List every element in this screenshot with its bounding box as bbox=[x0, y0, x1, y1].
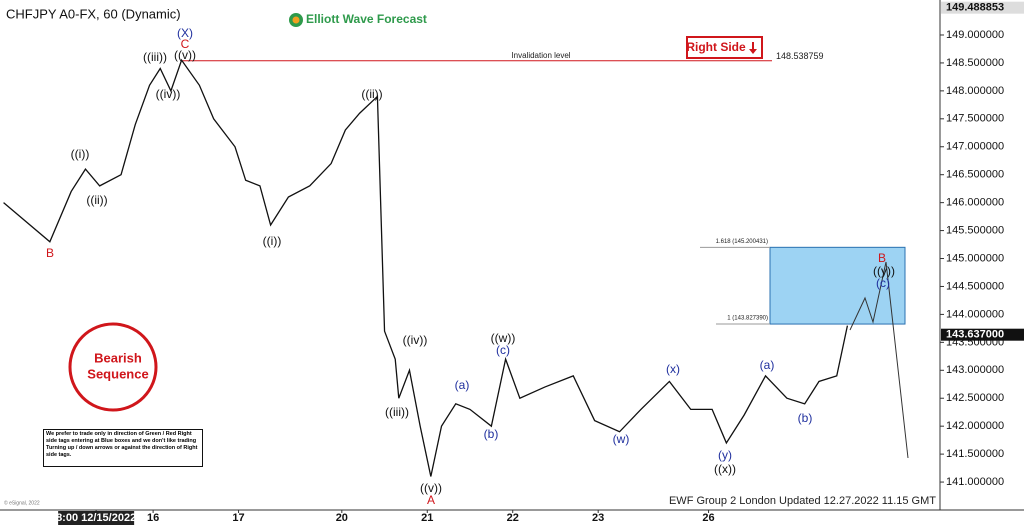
y-tick-label: 147.000000 bbox=[946, 141, 1004, 153]
price-marker: 143.637000 bbox=[946, 329, 1004, 341]
y-tick-label: 144.000000 bbox=[946, 308, 1004, 320]
price-line bbox=[3, 58, 849, 477]
invalidation-label: Invalidation level bbox=[511, 51, 570, 60]
disclaimer: We prefer to trade only in direction of … bbox=[43, 429, 203, 467]
projection bbox=[849, 261, 909, 459]
wave-label: (x) bbox=[666, 362, 680, 376]
wave-label: (a) bbox=[455, 378, 470, 392]
wave-label: ((iv)) bbox=[156, 87, 181, 101]
wave-label: ((iii)) bbox=[143, 50, 167, 64]
wave-label: ((v)) bbox=[174, 48, 196, 62]
x-tick-label: 20 bbox=[336, 512, 348, 524]
wave-label: (b) bbox=[798, 411, 813, 425]
badge: Right Side bbox=[686, 40, 746, 54]
wave-label: (X) bbox=[177, 26, 193, 40]
x-tick-label: 17 bbox=[232, 512, 244, 524]
wave-label: ((iv)) bbox=[403, 333, 428, 347]
wave-label: ((i)) bbox=[263, 234, 282, 248]
y-tick-label: 142.000000 bbox=[946, 420, 1004, 432]
footer: EWF Group 2 London Updated 12.27.2022 11… bbox=[669, 495, 936, 507]
x-tick-label: 23 bbox=[592, 512, 604, 524]
x-tick-label: 8:00 12/15/2022 bbox=[56, 512, 136, 524]
y-tick-label: 149.000000 bbox=[946, 29, 1004, 41]
copyright: © eSignal, 2022 bbox=[4, 499, 40, 506]
y-tick-label: 145.500000 bbox=[946, 224, 1004, 236]
brand: Elliott Wave Forecast bbox=[306, 12, 427, 26]
wave-label: ((y)) bbox=[873, 264, 895, 278]
disclaimer-box: We prefer to trade only in direction of … bbox=[43, 429, 203, 467]
fib-label: 1.618 (145.200431) bbox=[716, 239, 768, 245]
wave-label: ((ii)) bbox=[86, 193, 107, 207]
wave-label: C bbox=[181, 37, 190, 51]
wave-label: A bbox=[427, 493, 435, 507]
y-tick-label: 144.500000 bbox=[946, 280, 1004, 292]
logo-icon bbox=[292, 16, 300, 24]
wave-label: ((i)) bbox=[71, 147, 90, 161]
y-tick-label: 143.000000 bbox=[946, 364, 1004, 376]
target-box bbox=[769, 246, 906, 325]
badge-arrow bbox=[749, 42, 757, 54]
wave-label: ((w)) bbox=[491, 331, 516, 345]
y-tick-label: 145.000000 bbox=[946, 252, 1004, 264]
x-tick-label: 16 bbox=[147, 512, 159, 524]
y-tick-label: 146.000000 bbox=[946, 197, 1004, 209]
x-tick-label: 22 bbox=[507, 512, 519, 524]
wave-label: (y) bbox=[718, 448, 732, 462]
crosshair-label-bg bbox=[58, 511, 135, 525]
price-marker: 149.488853 bbox=[946, 2, 1004, 14]
wave-label: (c) bbox=[496, 343, 510, 357]
wave-label: (w) bbox=[613, 432, 630, 446]
chart-title: CHFJPY A0-FX, 60 (Dynamic) bbox=[6, 6, 181, 21]
y-tick-label: 142.500000 bbox=[946, 392, 1004, 404]
price-marker-bg bbox=[941, 328, 1024, 341]
bearish-label: Bearish bbox=[94, 350, 142, 365]
bearish-label: Sequence bbox=[87, 366, 148, 381]
wave-label: ((ii)) bbox=[361, 87, 382, 101]
x-tick-label: 21 bbox=[421, 512, 433, 524]
y-tick-label: 148.000000 bbox=[946, 85, 1004, 97]
wave-label: (c) bbox=[876, 276, 890, 290]
invalidation-value: 148.538759 bbox=[776, 51, 824, 61]
y-tick-label: 147.500000 bbox=[946, 113, 1004, 125]
wave-label: ((iii)) bbox=[385, 405, 409, 419]
badge-box bbox=[686, 36, 763, 59]
y-tick-label: 148.500000 bbox=[946, 57, 1004, 69]
y-tick-label: 141.500000 bbox=[946, 448, 1004, 460]
x-tick-label: 26 bbox=[702, 512, 714, 524]
wave-label: (a) bbox=[760, 358, 775, 372]
y-tick-label: 146.500000 bbox=[946, 169, 1004, 181]
wave-label: ((v)) bbox=[420, 481, 442, 495]
wave-label: B bbox=[878, 251, 886, 265]
price-marker-bg bbox=[941, 1, 1024, 14]
wave-label: B bbox=[46, 246, 54, 260]
y-tick-label: 141.000000 bbox=[946, 476, 1004, 488]
fib-label: 1 (143.827390) bbox=[727, 316, 768, 322]
wave-label: ((x)) bbox=[714, 462, 736, 476]
wave-label: (b) bbox=[484, 427, 499, 441]
bearish-circle bbox=[68, 322, 158, 412]
